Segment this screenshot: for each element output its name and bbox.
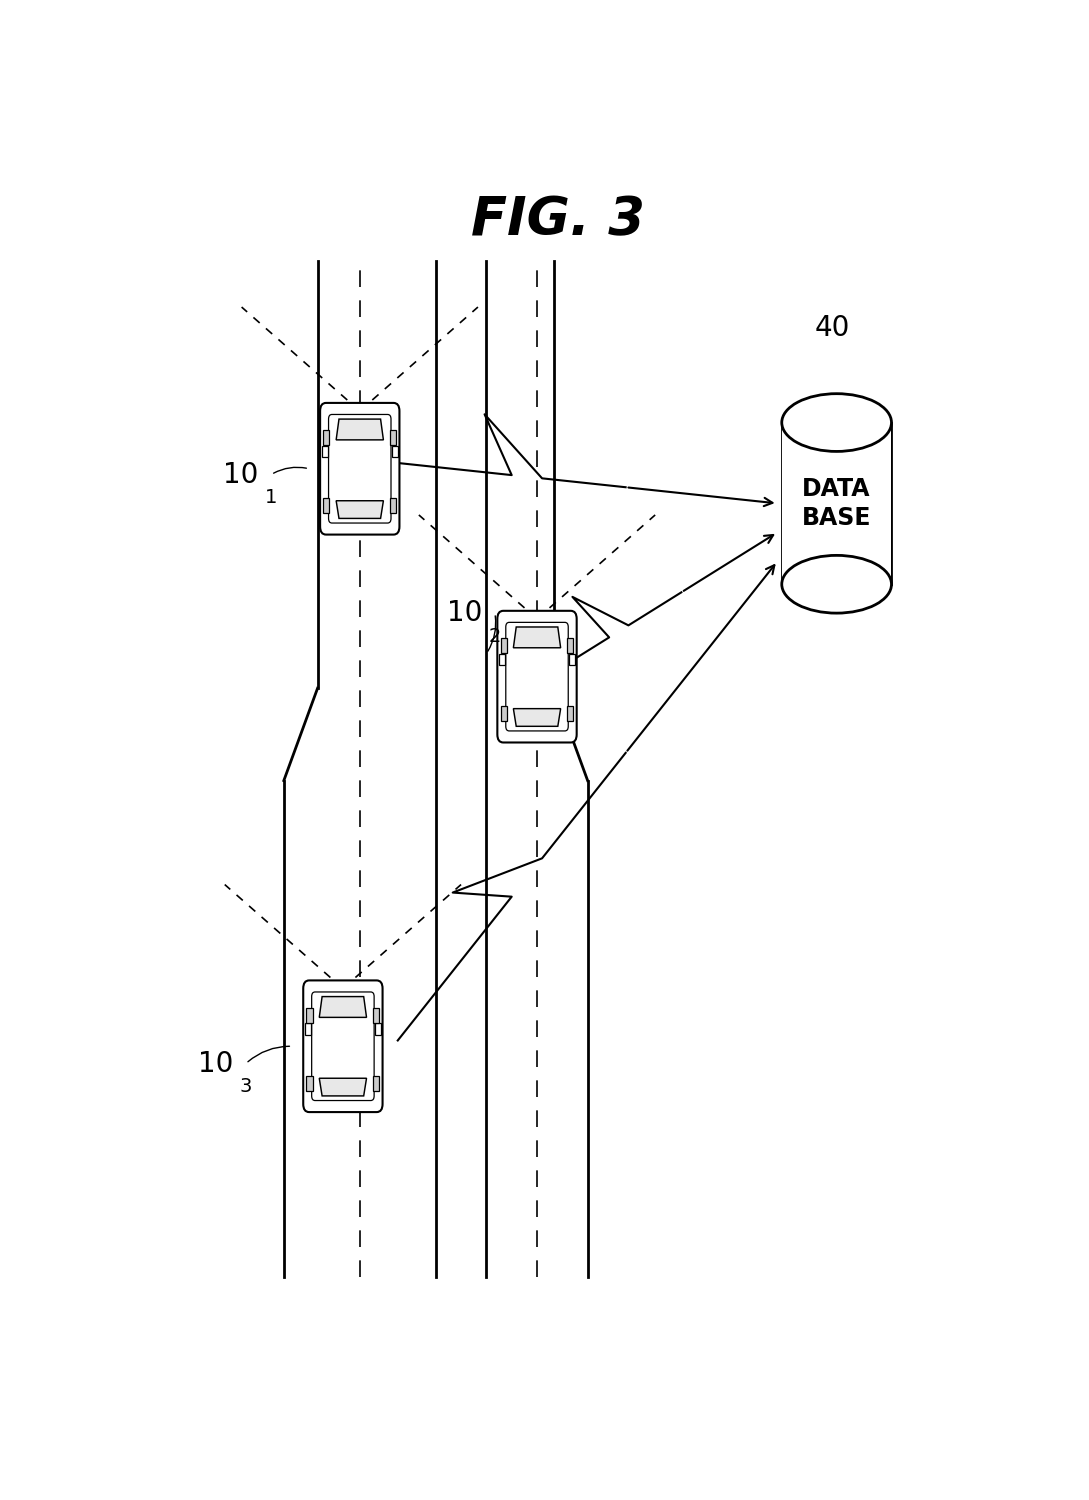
Bar — [375, 1023, 381, 1035]
Polygon shape — [337, 419, 383, 440]
Text: 1: 1 — [266, 489, 278, 507]
Text: 3: 3 — [240, 1077, 253, 1096]
Bar — [323, 498, 329, 513]
FancyBboxPatch shape — [498, 610, 577, 742]
Polygon shape — [319, 996, 367, 1017]
Polygon shape — [319, 1078, 367, 1096]
Polygon shape — [337, 501, 383, 519]
FancyBboxPatch shape — [329, 414, 391, 524]
Text: DATA
BASE: DATA BASE — [802, 477, 871, 531]
Text: 2: 2 — [489, 627, 501, 646]
Bar — [390, 430, 396, 445]
Text: 40: 40 — [815, 314, 851, 342]
Bar — [499, 654, 505, 664]
Bar — [321, 446, 328, 458]
Bar — [501, 638, 506, 652]
Bar — [306, 1008, 313, 1023]
Bar — [305, 1023, 310, 1035]
Bar — [392, 446, 397, 458]
FancyBboxPatch shape — [303, 981, 382, 1112]
Ellipse shape — [782, 393, 892, 452]
Bar — [390, 498, 396, 513]
Polygon shape — [513, 627, 561, 648]
Text: 10: 10 — [198, 1050, 233, 1077]
Ellipse shape — [782, 555, 892, 614]
Bar — [306, 1076, 313, 1090]
Bar — [782, 423, 892, 585]
FancyBboxPatch shape — [311, 992, 375, 1101]
Bar — [570, 654, 575, 664]
Text: FIG. 3: FIG. 3 — [472, 195, 645, 246]
FancyBboxPatch shape — [505, 622, 568, 730]
Bar — [374, 1076, 379, 1090]
Bar — [567, 638, 574, 652]
Text: 10: 10 — [223, 460, 258, 489]
FancyBboxPatch shape — [320, 404, 400, 534]
Bar — [567, 706, 574, 722]
Bar — [374, 1008, 379, 1023]
Bar — [323, 430, 329, 445]
Polygon shape — [513, 708, 561, 726]
Text: 10: 10 — [446, 598, 482, 627]
Bar — [501, 706, 506, 722]
